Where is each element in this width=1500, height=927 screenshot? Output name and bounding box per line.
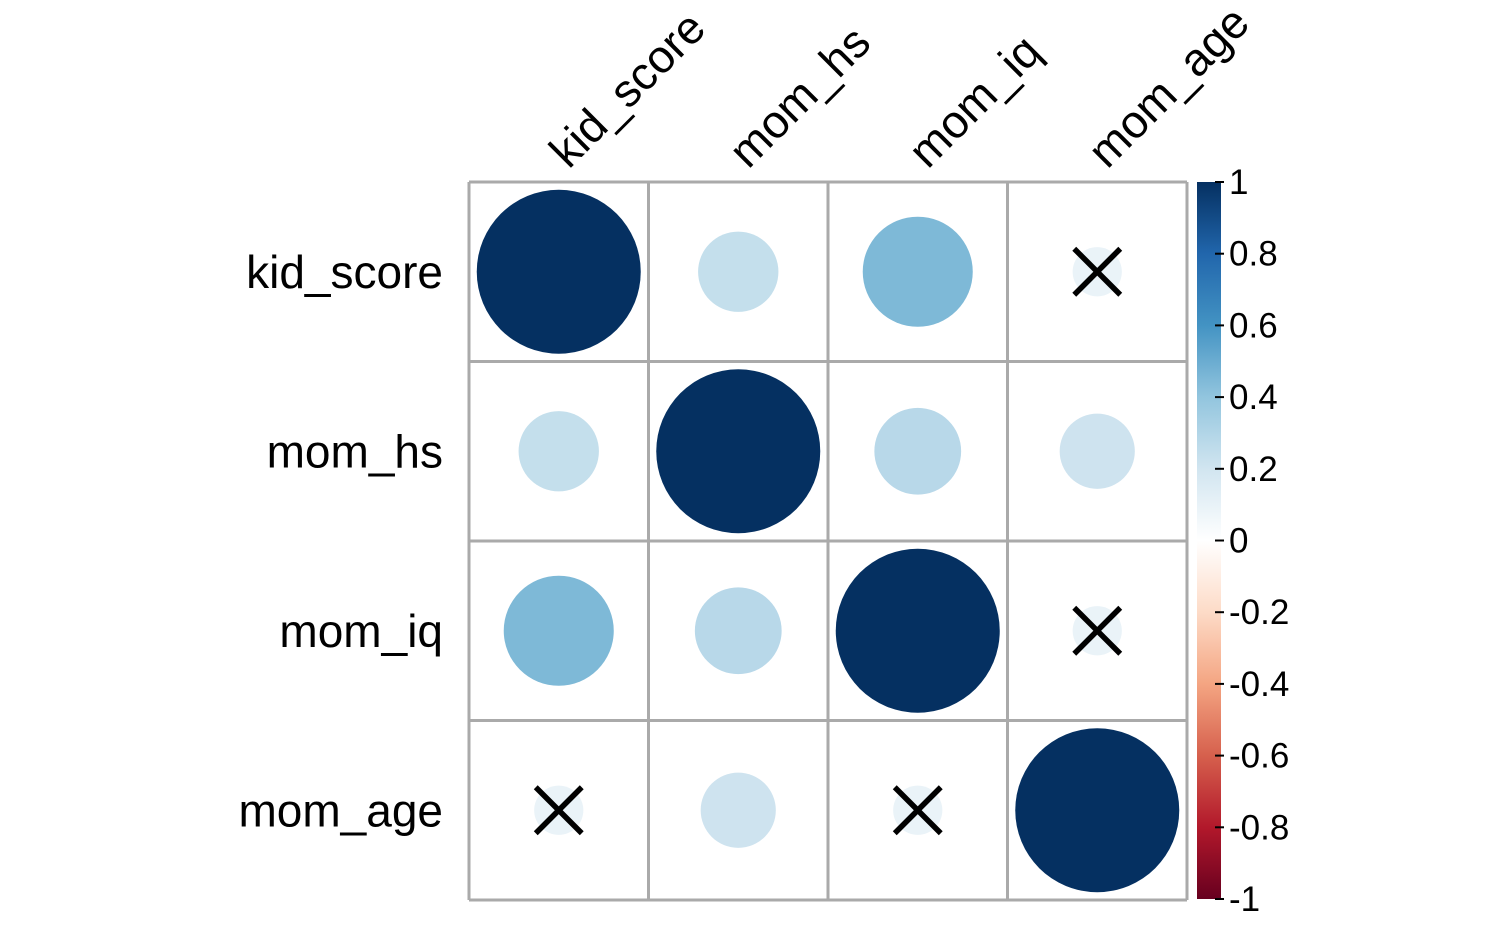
cross-mark-kid_score-mom_age	[1072, 246, 1123, 297]
row-label-kid_score: kid_score	[246, 246, 443, 298]
row-label-mom_hs: mom_hs	[267, 425, 443, 477]
row-labels: kid_score mom_hs mom_iq mom_age	[238, 246, 443, 837]
legend-tick-label: -0.4	[1229, 665, 1289, 704]
legend-tick-label: -0.8	[1229, 808, 1289, 847]
legend-tick-label: -0.2	[1229, 593, 1289, 632]
color-legend-ticks: 1 0.8 0.6 0.4 0.2 0 -0.2 -0.4 -0.6 -0.8 -1	[1215, 163, 1289, 919]
significance-crosses	[533, 246, 1123, 836]
corr-circle-mom_iq-mom_iq	[835, 548, 1000, 713]
legend-tick-label: 1	[1229, 163, 1248, 202]
row-label-mom_iq: mom_iq	[279, 605, 443, 657]
column-label-mom_iq: mom_iq	[898, 25, 1050, 177]
cross-mark-mom_iq-mom_age	[1072, 605, 1123, 656]
legend-tick-label: 0	[1229, 522, 1248, 561]
column-label-mom_age: mom_age	[1078, 0, 1259, 177]
legend-tick-label: 0.2	[1229, 450, 1278, 489]
cross-mark-mom_age-mom_iq	[892, 785, 943, 836]
row-label-mom_age: mom_age	[238, 784, 443, 836]
legend-tick-label: 0.6	[1229, 306, 1278, 345]
corr-circle-mom_hs-mom_iq	[874, 407, 962, 495]
corr-circle-mom_hs-kid_score	[518, 411, 599, 492]
column-label-kid_score: kid_score	[539, 1, 715, 177]
color-legend: 1 0.8 0.6 0.4 0.2 0 -0.2 -0.4 -0.6 -0.8 -1	[1197, 163, 1289, 919]
corr-circle-mom_iq-mom_hs	[694, 587, 782, 675]
corr-circle-mom_iq-kid_score	[503, 575, 614, 686]
corr-circle-mom_hs-mom_age	[1059, 413, 1135, 489]
corr-circle-mom_age-mom_hs	[700, 772, 776, 848]
cross-mark-mom_age-kid_score	[533, 785, 584, 836]
corr-circle-mom_age-mom_age	[1015, 728, 1180, 893]
legend-tick-label: -0.6	[1229, 737, 1289, 776]
column-label-mom_hs: mom_hs	[719, 16, 880, 177]
legend-tick-label: 0.4	[1229, 378, 1278, 417]
grid-lines	[467, 180, 1189, 902]
legend-tick-label: 0.8	[1229, 235, 1278, 274]
corr-circle-mom_hs-mom_hs	[656, 369, 821, 534]
corr-circle-kid_score-mom_hs	[698, 231, 779, 312]
corr-circle-kid_score-mom_iq	[862, 216, 973, 327]
corr-circle-kid_score-kid_score	[476, 189, 641, 354]
legend-tick-label: -1	[1229, 880, 1260, 919]
column-labels: kid_score mom_hs mom_iq mom_age	[539, 0, 1259, 177]
